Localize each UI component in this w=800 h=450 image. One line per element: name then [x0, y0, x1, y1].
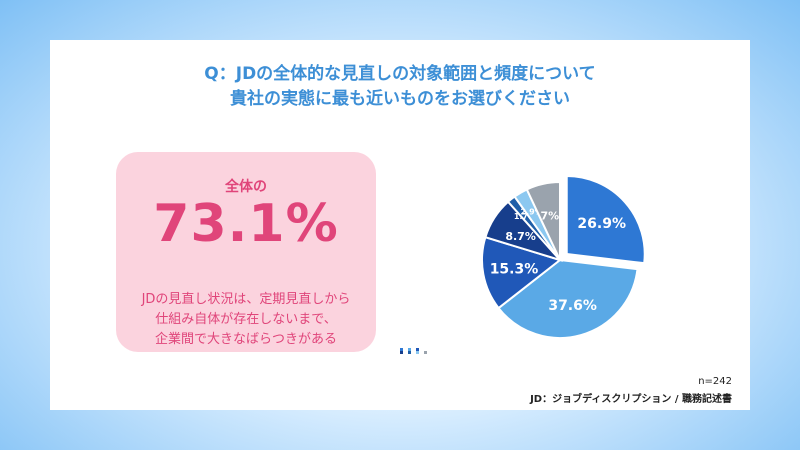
question-title: Q：JDの全体的な見直しの対象範囲と頻度について 貴社の実態に最も近いものをお選… — [50, 62, 750, 112]
chart-legend — [400, 348, 740, 354]
legend-item — [400, 348, 403, 351]
pie-label: 7% — [540, 209, 559, 222]
title-line-2: 貴社の実態に最も近いものをお選びください — [230, 89, 570, 109]
legend-item — [400, 351, 403, 354]
pie-label: 1.7% — [514, 212, 536, 221]
callout-desc-line-3: 企業間で大きなばらつきがある — [154, 332, 337, 347]
callout-desc-line-2: 仕組み自体が存在しないまで、 — [155, 312, 337, 327]
legend-item — [424, 351, 427, 354]
slide: Q：JDの全体的な見直しの対象範囲と頻度について 貴社の実態に最も近いものをお選… — [50, 40, 750, 410]
summary-callout: 全体の 73.1% JDの見直し状況は、定期見直しから 仕組み自体が存在しないま… — [116, 152, 376, 352]
source-note: JD：ジョブディスクリプション / 職務記述書 — [530, 394, 732, 405]
legend-item — [416, 348, 419, 351]
legend-swatch — [400, 351, 403, 354]
pie-label: 26.9% — [577, 216, 626, 232]
legend-swatch — [416, 351, 419, 354]
legend-swatch — [400, 348, 403, 351]
legend-item — [408, 351, 411, 354]
callout-lead: 全体の — [225, 179, 267, 195]
callout-description: JDの見直し状況は、定期見直しから 仕組み自体が存在しないまで、 企業間で大きな… — [116, 290, 376, 350]
legend-swatch — [416, 348, 419, 351]
legend-swatch — [408, 348, 411, 351]
pie-slice — [565, 175, 646, 265]
pie-label: 37.6% — [548, 298, 597, 314]
pie-slice — [497, 258, 639, 339]
pie-label: 15.3% — [490, 262, 539, 278]
legend-item — [408, 348, 411, 351]
legend-swatch — [424, 351, 427, 354]
pie-chart: 26.9% 37.6% 15.3% 8.7% 1.7%2.9%7% — [481, 175, 646, 339]
legend-item — [416, 351, 419, 354]
sample-size: n=242 — [698, 376, 732, 387]
pie-label: 2.9% — [520, 208, 542, 217]
title-line-1: Q：JDの全体的な見直しの対象範囲と頻度について — [204, 64, 596, 84]
callout-desc-line-1: JDの見直し状況は、定期見直しから — [141, 292, 351, 307]
legend-swatch — [408, 351, 411, 354]
callout-value: 73.1% — [153, 194, 339, 254]
pie-label: 8.7% — [505, 230, 536, 243]
pie-slice — [525, 180, 561, 261]
